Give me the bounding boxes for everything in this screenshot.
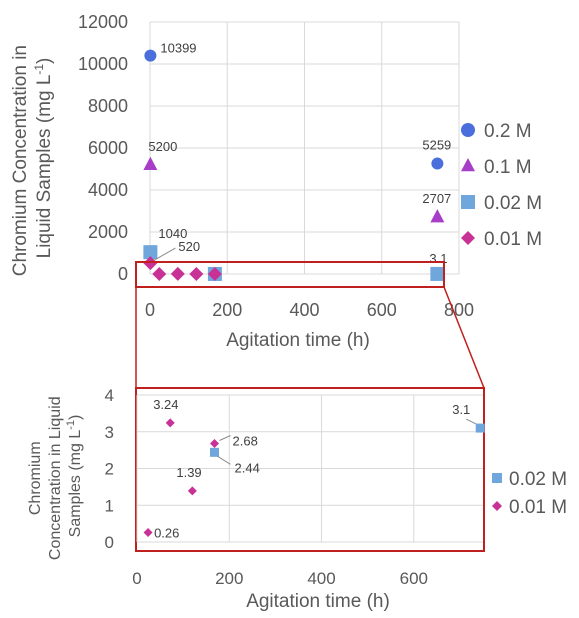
- main-x-tick-label: 400: [289, 300, 319, 320]
- inset-data-point: [165, 418, 175, 428]
- main-data-point: [207, 266, 222, 281]
- main-x-tick-labels: 0 200 400 600 800: [145, 300, 474, 320]
- main-data-point: [152, 266, 167, 281]
- inset-gridlines: [136, 394, 483, 543]
- main-chart: 0 200 400 600 800 0 2000 4000 6000 8000 10000 1200…: [10, 12, 542, 351]
- inset-data-label: 2.68: [233, 434, 258, 449]
- inset-y-axis-title-line1: Chromium: [27, 441, 44, 515]
- main-y-axis-title-line1: Chromium Concentration in: [10, 45, 31, 276]
- inset-y-tick-label: 3: [105, 423, 114, 442]
- main-y-axis-title-line2: Liquid Samples (mg L: [34, 75, 55, 259]
- inset-data-point: [475, 423, 485, 433]
- inset-chart: 0 200 400 600 0 1 2 3 4 Agitation time (h) Chro…: [27, 386, 567, 612]
- main-legend-label: 0.2 M: [484, 121, 532, 142]
- inset-y-tick-label: 2: [105, 460, 114, 479]
- main-legend-marker: [461, 123, 475, 137]
- zoom-highlight: [135, 261, 485, 552]
- main-y-tick-label: 6000: [88, 138, 128, 158]
- inset-y-axis-title-line2: Concentration in Liquid: [47, 396, 64, 560]
- main-data-point: [189, 266, 204, 281]
- main-y-axis-title-sup: -1: [32, 64, 46, 75]
- main-data-point: [143, 156, 158, 171]
- inset-data-point: [210, 439, 220, 449]
- main-x-axis-title: Agitation time (h): [226, 330, 370, 351]
- main-data-point: [431, 157, 444, 170]
- inset-y-axis-title: Chromium Concentration in Liquid Samples…: [27, 392, 84, 560]
- inset-legend-marker: [492, 473, 502, 483]
- inset-x-tick-label: 200: [215, 569, 243, 588]
- inset-label-leader: [466, 418, 477, 425]
- main-data-label: 2707: [422, 191, 451, 206]
- inset-legend-label: 0.02 M: [509, 469, 567, 490]
- zoom-connector-right: [443, 286, 485, 389]
- inset-label-leader: [219, 435, 231, 441]
- main-y-tick-label: 10000: [78, 54, 128, 74]
- inset-data-point: [210, 447, 220, 457]
- main-data-point: [430, 209, 445, 223]
- main-y-axis-title-end: ): [34, 58, 55, 64]
- inset-data-point: [187, 486, 197, 496]
- inset-data-point: [143, 527, 153, 537]
- main-data-label: 1040: [158, 226, 187, 241]
- inset-data-label: 0.26: [154, 525, 179, 540]
- main-legend-marker: [461, 157, 475, 172]
- inset-y-axis-title-sup: -1: [65, 420, 77, 430]
- main-y-axis-title: Chromium Concentration in Liquid Samples…: [10, 40, 55, 277]
- main-gridlines: [149, 21, 460, 275]
- inset-y-axis-title-line3: Samples (mg L: [67, 430, 84, 538]
- main-label-leader: [154, 247, 176, 261]
- inset-y-tick-label: 0: [105, 533, 114, 552]
- inset-y-axis-title-end: ): [67, 415, 84, 420]
- inset-legend: 0.02 M 0.01 M: [492, 469, 567, 518]
- inset-x-tick-labels: 0 200 400 600: [132, 569, 428, 588]
- zoom-target-box: [135, 387, 485, 552]
- main-y-tick-label: 4000: [88, 180, 128, 200]
- inset-y-tick-labels: 0 1 2 3 4: [105, 386, 114, 552]
- inset-label-leader: [217, 455, 231, 465]
- inset-legend-label: 0.01 M: [509, 497, 567, 518]
- main-data-point: [143, 245, 158, 260]
- main-x-tick-label: 800: [444, 300, 474, 320]
- main-data-point: [430, 266, 445, 281]
- main-data-label: 520: [178, 239, 200, 254]
- main-legend-marker: [461, 231, 475, 245]
- main-x-tick-label: 200: [212, 300, 242, 320]
- main-data-label: 5200: [148, 139, 177, 154]
- main-y-tick-labels: 0 2000 4000 6000 8000 10000 12000: [78, 12, 128, 284]
- main-legend-marker: [461, 195, 475, 209]
- inset-y-tick-label: 1: [105, 496, 114, 515]
- main-data-point: [170, 266, 185, 281]
- inset-x-tick-label: 0: [132, 569, 141, 588]
- inset-data-label: 3.1: [452, 402, 470, 417]
- inset-data-label: 3.24: [153, 397, 178, 412]
- inset-data-label: 1.39: [176, 465, 201, 480]
- inset-marks: 2.44 3.1 0.26 3.24 1.39 2.68: [143, 397, 485, 540]
- main-legend-label: 0.1 M: [484, 157, 532, 178]
- main-data-label: 10399: [160, 41, 196, 56]
- main-legend-label: 0.02 M: [484, 193, 542, 214]
- zoom-source-box: [135, 261, 445, 288]
- main-y-tick-label: 0: [118, 264, 128, 284]
- main-x-tick-label: 0: [145, 300, 155, 320]
- inset-x-axis-title: Agitation time (h): [246, 591, 390, 612]
- main-data-label: 5259: [422, 138, 451, 153]
- main-y-tick-label: 8000: [88, 96, 128, 116]
- inset-x-tick-label: 400: [307, 569, 335, 588]
- inset-legend-marker: [492, 501, 502, 511]
- inset-data-label: 2.44: [235, 460, 260, 475]
- main-data-point: [143, 256, 158, 271]
- inset-y-tick-label: 4: [105, 386, 114, 405]
- main-legend: 0.2 M 0.1 M 0.02 M 0.01 M: [461, 121, 542, 250]
- main-y-tick-label: 2000: [88, 222, 128, 242]
- main-x-tick-label: 600: [367, 300, 397, 320]
- main-y-tick-label: 12000: [78, 12, 128, 32]
- main-legend-label: 0.01 M: [484, 229, 542, 250]
- main-data-point: [144, 49, 157, 62]
- inset-x-tick-label: 600: [400, 569, 428, 588]
